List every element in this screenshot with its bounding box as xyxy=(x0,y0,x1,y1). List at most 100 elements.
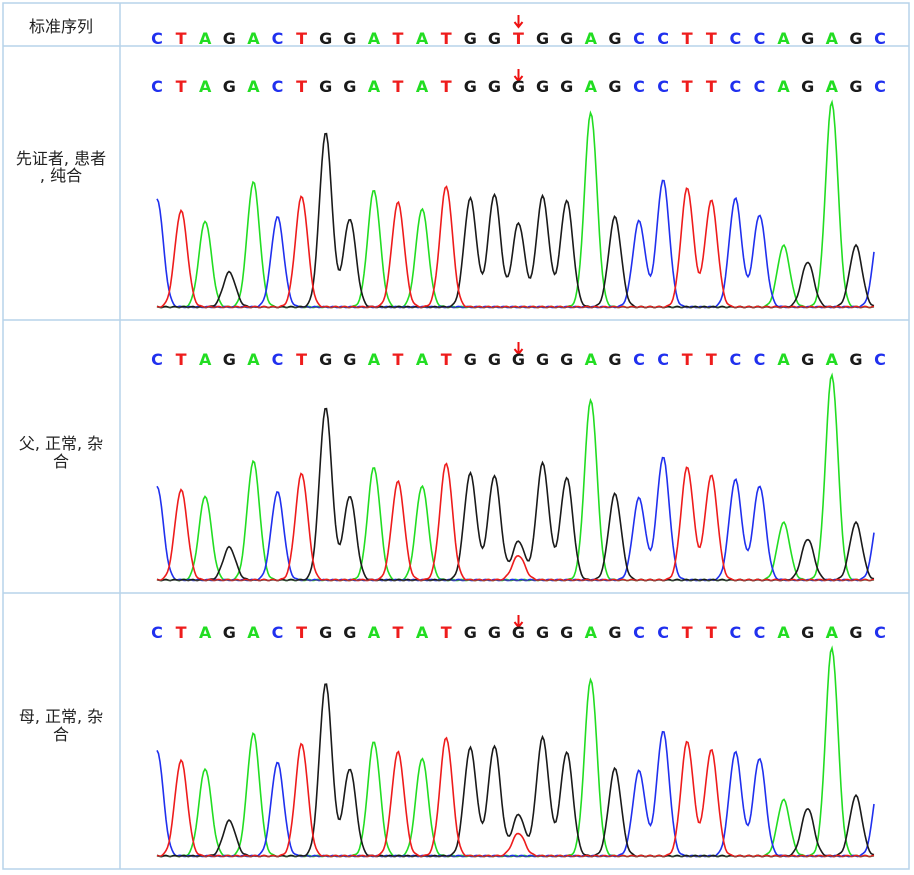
sample-2-base-22: T xyxy=(682,623,693,642)
sample-1-mutation-arrow xyxy=(513,342,524,356)
sample-2-base-15: G xyxy=(512,623,525,642)
ref-base-15: T xyxy=(513,29,524,48)
sample-2-base-2: A xyxy=(199,623,212,642)
sample-0-base-12: T xyxy=(441,77,452,96)
sample-2-base-13: G xyxy=(464,623,477,642)
sample-1-base-13: G xyxy=(464,350,477,369)
sample-1-base-9: A xyxy=(368,350,381,369)
sample-1-base-18: A xyxy=(585,350,598,369)
sample-2-base-4: A xyxy=(247,623,260,642)
sample-2-base-26: A xyxy=(777,623,790,642)
ref-base-28: A xyxy=(826,29,839,48)
sample-0-base-6: T xyxy=(296,77,307,96)
sample-2-base-0: C xyxy=(151,623,163,642)
ref-base-22: T xyxy=(682,29,693,48)
sample-0-base-8: G xyxy=(343,77,356,96)
sample-0-base-14: G xyxy=(488,77,501,96)
ref-base-26: A xyxy=(777,29,790,48)
sample-1-base-8: G xyxy=(343,350,356,369)
sample-1-trace-C xyxy=(156,456,875,582)
sample-1-trace-A xyxy=(156,372,875,582)
sample-1-base-25: C xyxy=(754,350,766,369)
sample-0-base-3: G xyxy=(223,77,236,96)
proband-label-line1: 先证者, 患者 xyxy=(16,149,106,168)
sample-1-base-23: T xyxy=(706,350,717,369)
sample-2-base-27: G xyxy=(801,623,814,642)
sample-0-base-27: G xyxy=(801,77,814,96)
ref-base-3: G xyxy=(223,29,236,48)
sample-2-base-29: G xyxy=(849,623,862,642)
sample-0-mutation-arrow xyxy=(513,69,524,83)
sample-2-base-17: G xyxy=(560,623,573,642)
sample-0-trace-C xyxy=(156,179,875,309)
sample-1-base-7: G xyxy=(319,350,332,369)
sample-1-base-16: G xyxy=(536,350,549,369)
sample-2-base-24: C xyxy=(730,623,742,642)
sample-2-base-18: A xyxy=(585,623,598,642)
sample-1-base-5: C xyxy=(272,350,284,369)
ref-base-1: T xyxy=(176,29,187,48)
ref-base-30: C xyxy=(874,29,886,48)
sample-0-base-30: C xyxy=(874,77,886,96)
sample-1-base-27: G xyxy=(801,350,814,369)
sample-2-base-19: G xyxy=(608,623,621,642)
ref-base-29: G xyxy=(849,29,862,48)
sample-2-base-20: C xyxy=(633,623,645,642)
sample-0-base-19: G xyxy=(608,77,621,96)
sample-1-base-26: A xyxy=(777,350,790,369)
ref-base-25: C xyxy=(754,29,766,48)
sample-2-base-28: A xyxy=(826,623,839,642)
sample-1-base-30: C xyxy=(874,350,886,369)
sample-1-base-1: T xyxy=(176,350,187,369)
sample-1-base-20: C xyxy=(633,350,645,369)
sample-1-base-15: G xyxy=(512,350,525,369)
sample-0-base-5: C xyxy=(272,77,284,96)
sample-0-base-4: A xyxy=(247,77,260,96)
ref-base-11: A xyxy=(416,29,429,48)
sample-2-mutation-arrow xyxy=(513,615,524,629)
sample-2-trace-C xyxy=(156,730,875,858)
sample-0-base-16: G xyxy=(536,77,549,96)
ref-base-19: G xyxy=(608,29,621,48)
father-label-line1: 父, 正常, 杂 xyxy=(19,434,103,453)
father-label-line2: 合 xyxy=(53,452,69,471)
sample-0-base-21: C xyxy=(657,77,669,96)
sample-2-base-12: T xyxy=(441,623,452,642)
ref-base-23: T xyxy=(706,29,717,48)
ref-base-20: C xyxy=(633,29,645,48)
sample-0-base-29: G xyxy=(849,77,862,96)
sample-1-base-29: G xyxy=(849,350,862,369)
ref-base-12: T xyxy=(441,29,452,48)
sample-2-base-1: T xyxy=(176,623,187,642)
ref-base-13: G xyxy=(464,29,477,48)
ref-base-6: T xyxy=(296,29,307,48)
sample-2-base-3: G xyxy=(223,623,236,642)
sample-0-base-2: A xyxy=(199,77,212,96)
sample-1-base-28: A xyxy=(826,350,839,369)
sample-0-base-25: C xyxy=(754,77,766,96)
sample-1-base-21: C xyxy=(657,350,669,369)
sample-1-base-0: C xyxy=(151,350,163,369)
mother-label-line1: 母, 正常, 杂 xyxy=(19,707,103,726)
sample-2-base-7: G xyxy=(319,623,332,642)
sample-0-trace-T xyxy=(156,185,875,309)
sample-0-base-7: G xyxy=(319,77,332,96)
reference-label: 标准序列 xyxy=(29,17,93,36)
ref-base-16: G xyxy=(536,29,549,48)
sample-0-base-28: A xyxy=(826,77,839,96)
sample-0-base-26: A xyxy=(777,77,790,96)
ref-base-17: G xyxy=(560,29,573,48)
sample-1-base-22: T xyxy=(682,350,693,369)
sample-0-base-18: A xyxy=(585,77,598,96)
sample-1-base-2: A xyxy=(199,350,212,369)
ref-base-10: T xyxy=(393,29,404,48)
sample-2-base-30: C xyxy=(874,623,886,642)
